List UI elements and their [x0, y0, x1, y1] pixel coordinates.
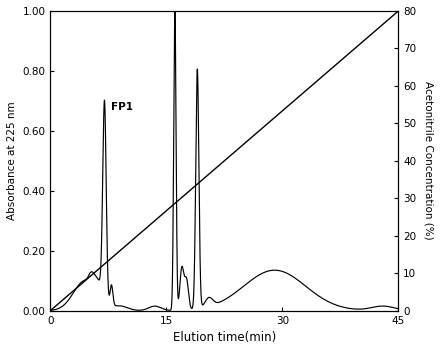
Text: FP1: FP1 — [111, 102, 133, 112]
Y-axis label: Acetonitrile Concentration (%): Acetonitrile Concentration (%) — [423, 81, 433, 240]
X-axis label: Elution time(min): Elution time(min) — [173, 331, 276, 344]
Y-axis label: Absorbance at 225 nm: Absorbance at 225 nm — [7, 101, 17, 220]
